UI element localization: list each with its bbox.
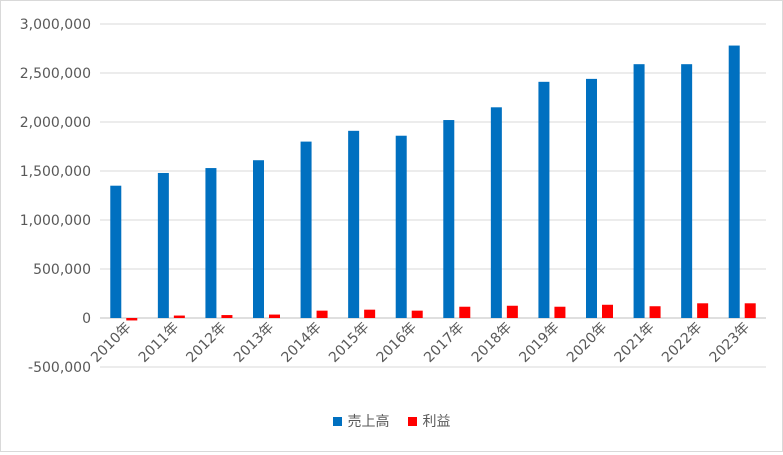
y-tick-label: 2,000,000 [20,115,91,131]
bar-sales [395,135,407,318]
legend-swatch-sales [332,416,342,426]
bar-profit [649,306,661,318]
bar-profit [697,303,709,318]
legend: 売上高 利益 [1,411,782,431]
x-tick-label: 2016年 [374,320,420,366]
legend-label-profit: 利益 [422,414,451,430]
bar-sales [586,78,597,318]
bar-sales [633,64,645,319]
x-tick-label: 2015年 [326,320,372,366]
bar-profit [269,314,280,318]
bar-profit [411,310,423,318]
bar-profit [221,315,233,318]
bar-sales [538,81,550,318]
legend-label-sales: 売上高 [347,414,390,430]
x-tick-label: 2020年 [564,320,610,366]
bar-profit [602,304,613,318]
x-tick-label: 2022年 [659,320,705,366]
x-tick-label: 2023年 [707,320,753,366]
bar-profit [554,306,566,318]
x-tick-label: 2012年 [183,320,229,366]
bar-profit [459,306,471,318]
bar-sales [490,107,502,318]
bar-sales [728,45,740,319]
legend-item-profit: 利益 [407,411,451,431]
bar-profit [506,305,518,318]
bar-profit [364,309,376,318]
bar-sales [205,168,217,318]
y-tick-label: -500,000 [28,360,91,376]
bar-sales [443,120,455,318]
legend-swatch-profit [407,416,417,426]
bar-sales [157,172,169,318]
x-tick-label: 2013年 [231,320,277,366]
bar-sales [253,160,264,318]
x-tick-label: 2014年 [278,320,324,366]
x-tick-label: 2017年 [421,320,467,366]
y-tick-label: 0 [82,311,91,327]
bar-profit [173,315,185,318]
bar-profit [126,318,138,321]
y-tick-label: 3,000,000 [20,17,91,33]
y-tick-label: 500,000 [33,262,91,278]
bar-profit [316,310,328,318]
x-tick-label: 2019年 [516,320,562,366]
y-tick-label: 2,500,000 [20,66,91,82]
bar-sales [110,185,122,318]
x-tick-label: 2018年 [469,320,515,366]
y-tick-label: 1,000,000 [20,213,91,229]
x-tick-label: 2010年 [88,320,134,366]
bar-sales [348,130,360,318]
x-tick-label: 2011年 [136,320,182,366]
bar-sales [681,64,693,319]
legend-item-sales: 売上高 [332,411,390,431]
x-tick-label: 2021年 [611,320,657,366]
bar-profit [744,303,756,318]
y-tick-label: 1,500,000 [20,164,91,180]
bar-sales [300,141,312,318]
